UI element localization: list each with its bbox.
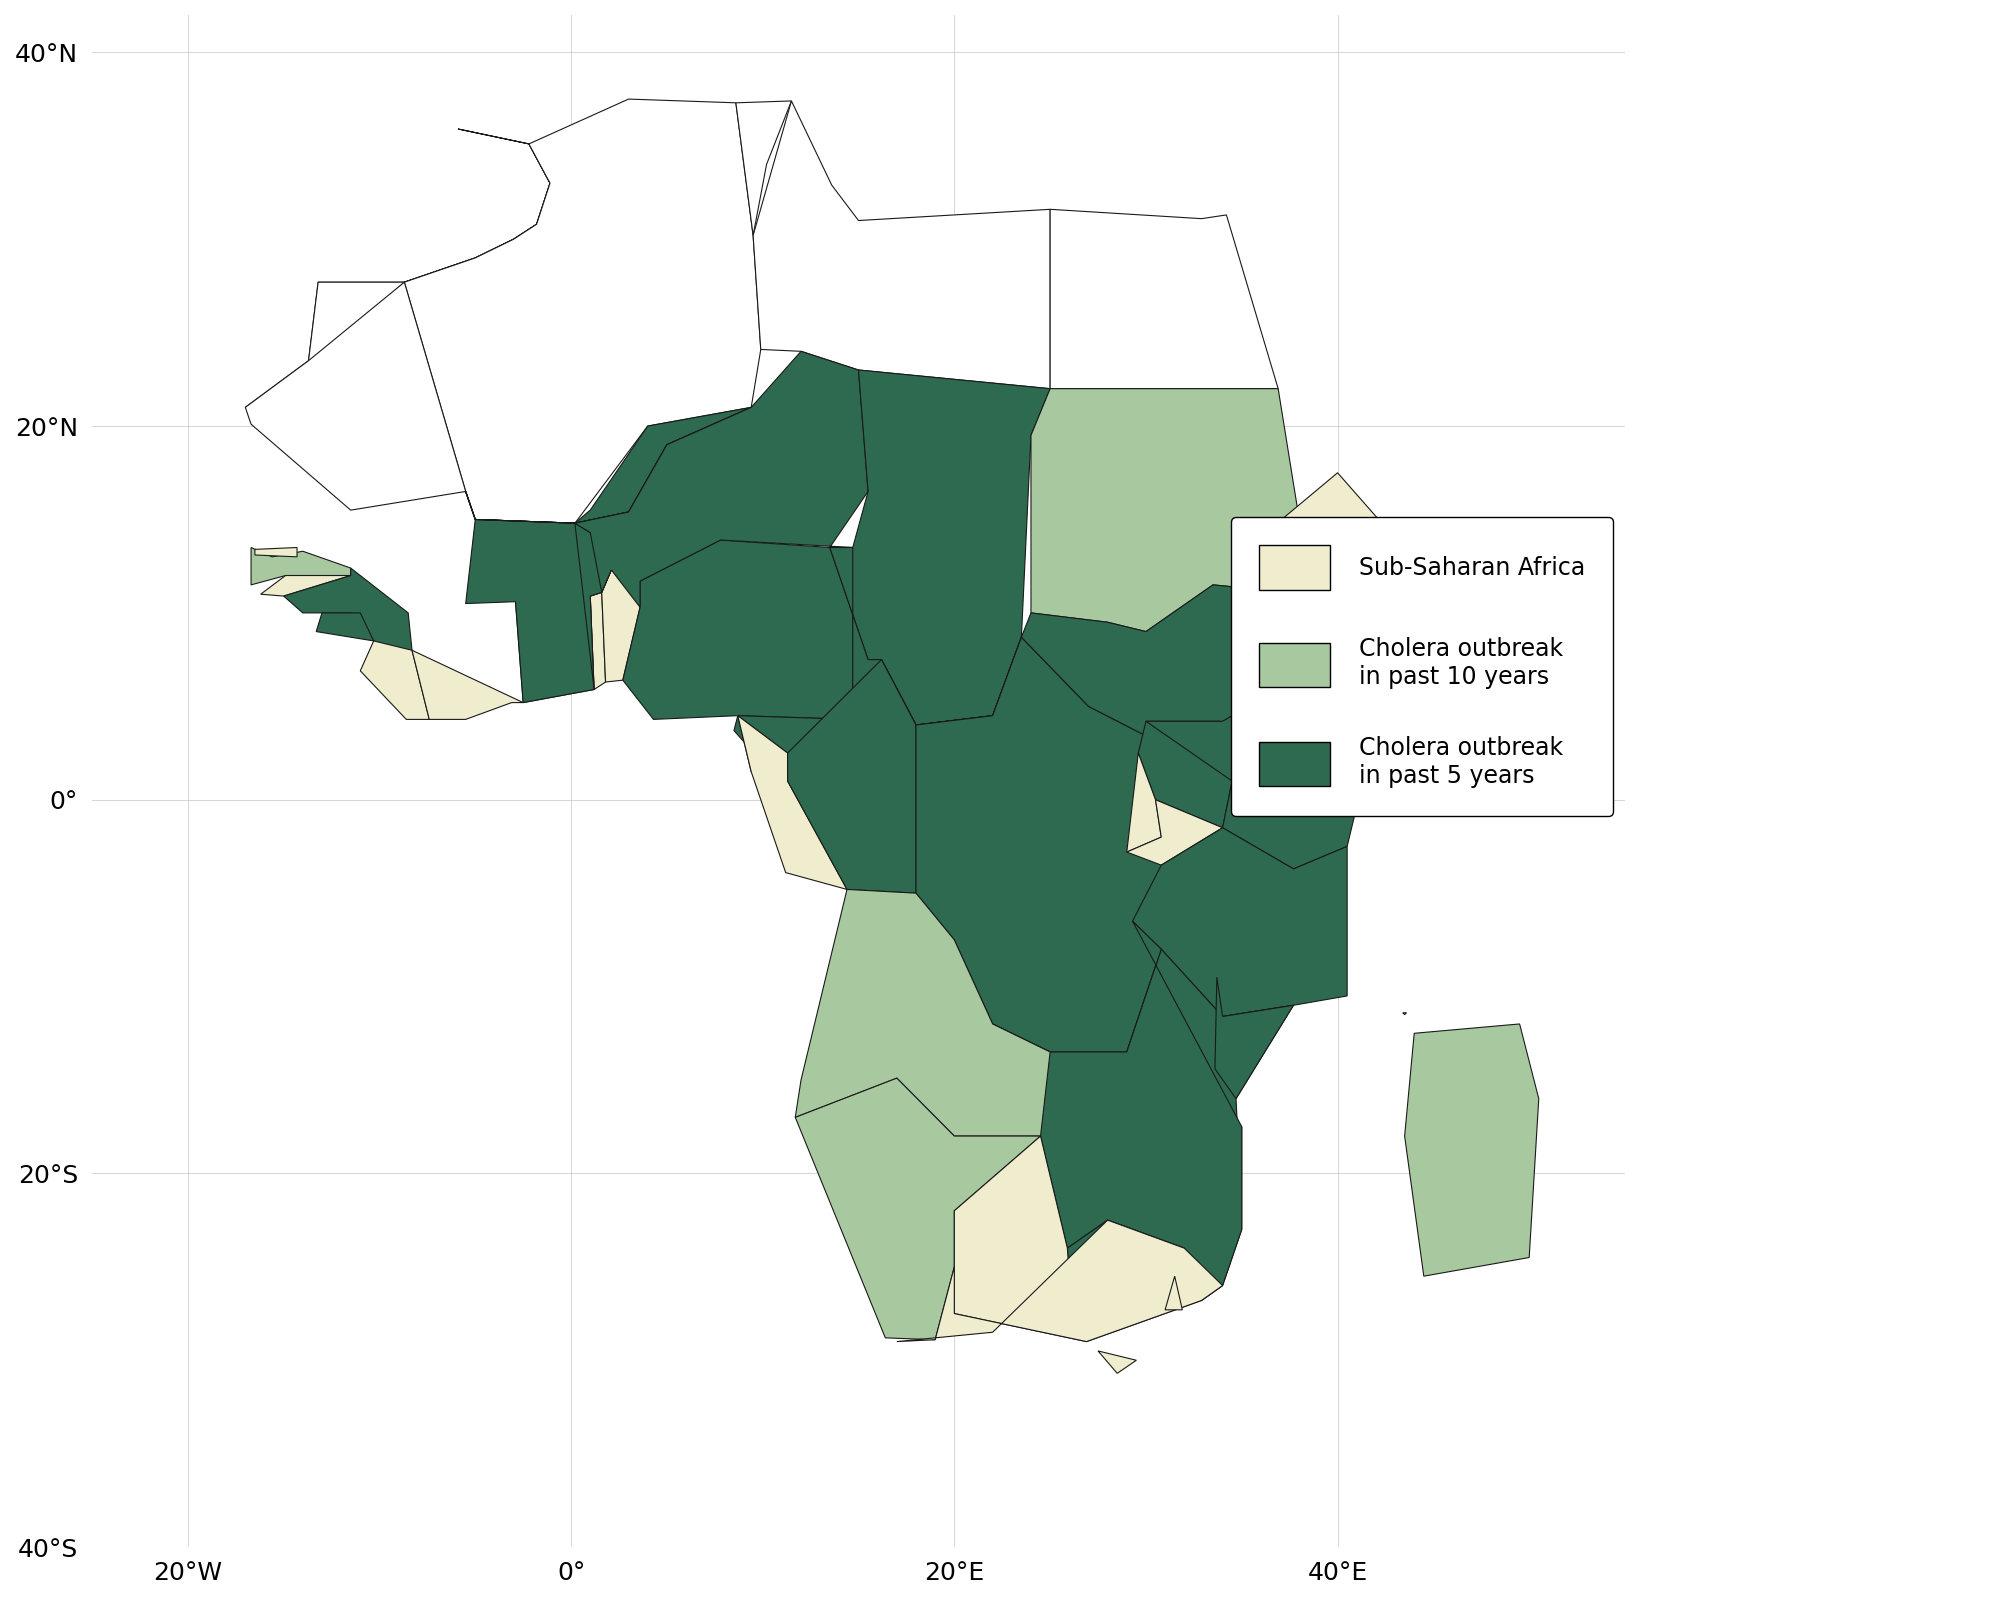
PathPatch shape: [1672, 1179, 1676, 1181]
PathPatch shape: [830, 370, 1050, 725]
PathPatch shape: [1132, 827, 1348, 1016]
PathPatch shape: [412, 650, 524, 720]
PathPatch shape: [896, 1221, 1222, 1341]
PathPatch shape: [590, 592, 606, 690]
PathPatch shape: [252, 547, 350, 586]
PathPatch shape: [466, 520, 612, 702]
PathPatch shape: [1634, 886, 1638, 888]
PathPatch shape: [1634, 1194, 1638, 1195]
PathPatch shape: [1146, 715, 1396, 869]
PathPatch shape: [84, 490, 88, 491]
PathPatch shape: [1050, 210, 1278, 389]
PathPatch shape: [754, 101, 1050, 389]
PathPatch shape: [796, 890, 1050, 1136]
PathPatch shape: [1022, 586, 1308, 744]
PathPatch shape: [260, 576, 350, 597]
PathPatch shape: [738, 715, 848, 890]
PathPatch shape: [360, 642, 430, 720]
PathPatch shape: [1138, 722, 1232, 827]
PathPatch shape: [916, 637, 1222, 1051]
PathPatch shape: [954, 1136, 1086, 1341]
PathPatch shape: [882, 637, 1096, 725]
PathPatch shape: [466, 408, 752, 690]
PathPatch shape: [1232, 520, 1414, 734]
PathPatch shape: [308, 130, 550, 360]
PathPatch shape: [736, 101, 792, 235]
PathPatch shape: [1030, 389, 1308, 632]
PathPatch shape: [516, 597, 594, 702]
PathPatch shape: [1396, 586, 1558, 725]
PathPatch shape: [404, 99, 760, 523]
PathPatch shape: [254, 547, 298, 557]
PathPatch shape: [1126, 800, 1222, 866]
PathPatch shape: [1372, 566, 1402, 586]
PathPatch shape: [1068, 1221, 1202, 1341]
PathPatch shape: [1270, 472, 1414, 576]
PathPatch shape: [788, 659, 916, 893]
PathPatch shape: [1404, 1024, 1538, 1277]
PathPatch shape: [1126, 754, 1162, 853]
PathPatch shape: [246, 282, 752, 523]
PathPatch shape: [622, 541, 852, 720]
PathPatch shape: [574, 352, 868, 608]
PathPatch shape: [246, 282, 404, 408]
PathPatch shape: [796, 1078, 1040, 1339]
PathPatch shape: [1126, 949, 1294, 1301]
PathPatch shape: [284, 568, 412, 653]
PathPatch shape: [734, 547, 882, 758]
PathPatch shape: [738, 715, 788, 781]
PathPatch shape: [1166, 1277, 1182, 1310]
PathPatch shape: [992, 922, 1242, 1301]
PathPatch shape: [1402, 1013, 1406, 1014]
PathPatch shape: [316, 613, 374, 642]
PathPatch shape: [1396, 566, 1424, 594]
PathPatch shape: [1098, 1350, 1136, 1373]
PathPatch shape: [1214, 978, 1294, 1099]
PathPatch shape: [602, 570, 640, 682]
Legend: Sub-Saharan Africa, Cholera outbreak
in past 10 years, Cholera outbreak
in past : Sub-Saharan Africa, Cholera outbreak in …: [1232, 517, 1614, 816]
